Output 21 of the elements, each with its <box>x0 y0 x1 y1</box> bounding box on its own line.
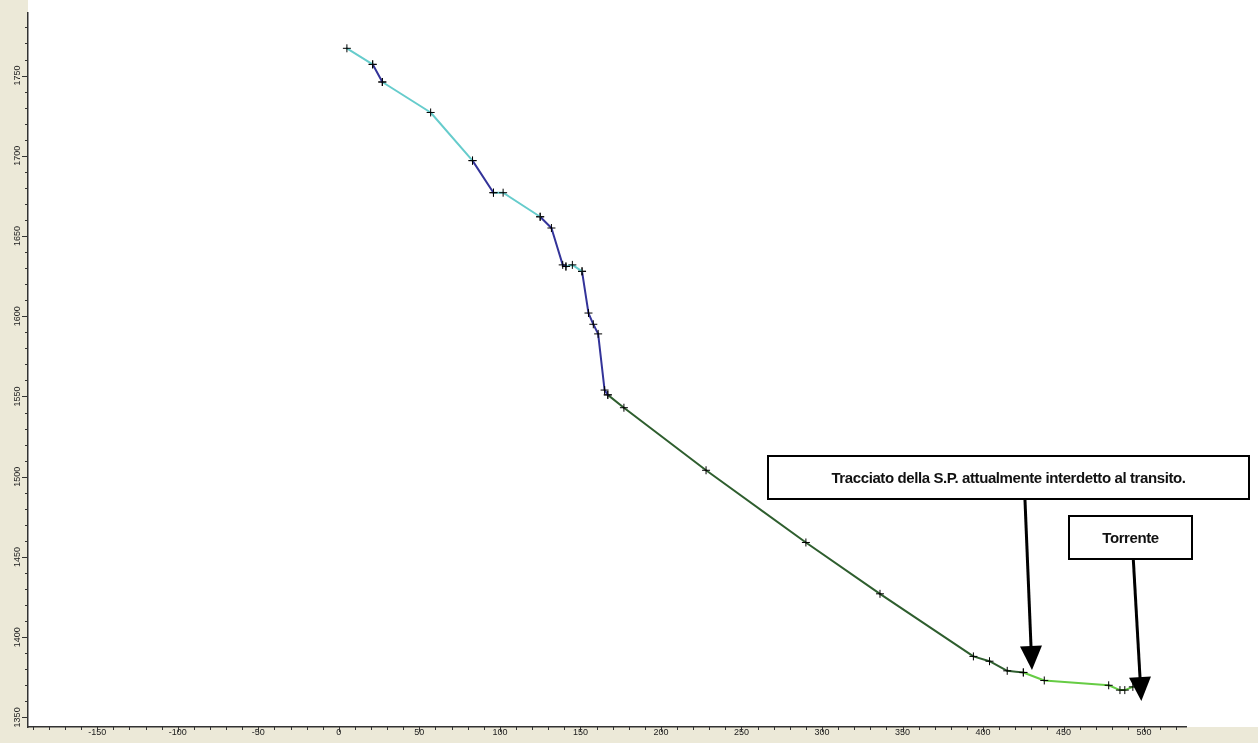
x-tick-label: 350 <box>895 727 911 738</box>
x-tick-label: 300 <box>814 727 830 738</box>
y-tick-label: 1600 <box>12 306 23 327</box>
y-tick-label: 1500 <box>12 466 23 487</box>
x-tick-label: 500 <box>1136 727 1152 738</box>
y-tick-label: 1400 <box>12 627 23 648</box>
x-tick-label: -50 <box>251 727 265 738</box>
x-tick-label: -100 <box>168 727 187 738</box>
x-tick-label: 50 <box>414 727 425 738</box>
y-tick-label: 1550 <box>12 386 23 407</box>
x-tick-label: 450 <box>1056 727 1072 738</box>
y-tick-label: 1350 <box>12 707 23 728</box>
annotation: Torrente <box>1102 528 1159 547</box>
y-tick-label: 1700 <box>12 145 23 166</box>
x-tick-label: 400 <box>975 727 991 738</box>
y-tick-label: 1450 <box>12 546 23 567</box>
x-tick-label: 100 <box>492 727 508 738</box>
y-tick-label: 1650 <box>12 226 23 247</box>
annotation: Tracciato della S.P. attualmente interdetto al transito. <box>831 468 1186 487</box>
x-tick-label: 200 <box>653 727 669 738</box>
y-tick-label: 1750 <box>12 65 23 86</box>
